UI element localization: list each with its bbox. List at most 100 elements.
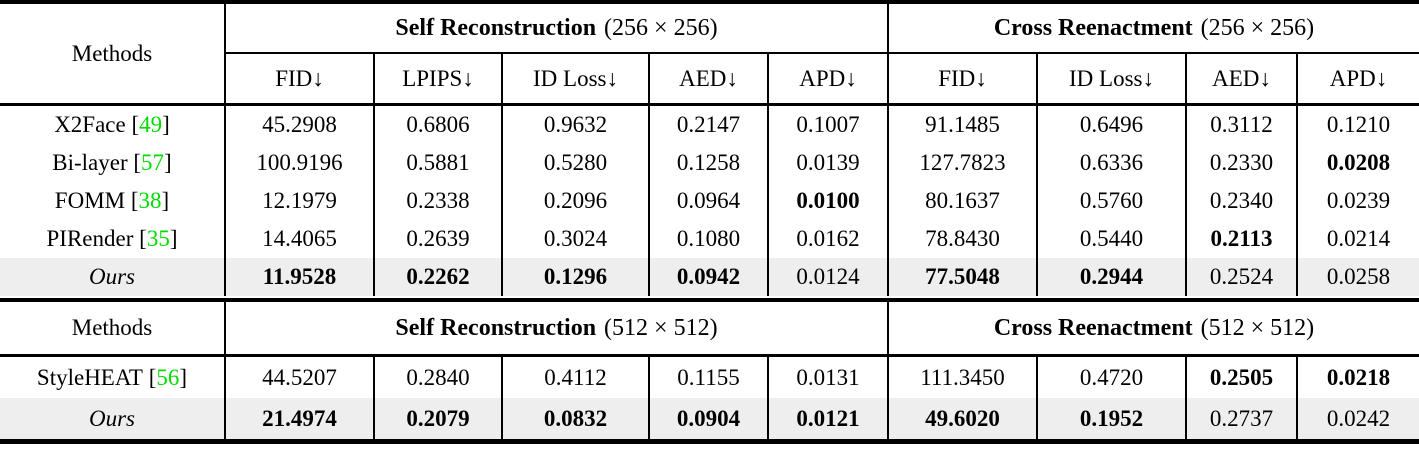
table-cell: 0.2944 bbox=[1036, 258, 1185, 296]
table-cell: 0.0964 bbox=[648, 182, 767, 220]
table-cell: 0.2524 bbox=[1185, 258, 1296, 296]
table-cell: 45.2908 bbox=[224, 106, 373, 144]
metric-header-apd: APD↓ bbox=[767, 54, 887, 103]
table-cell: 0.0832 bbox=[501, 398, 648, 439]
method-name: Bi-layer [57] bbox=[0, 144, 224, 182]
table-cell: 0.0121 bbox=[767, 398, 887, 439]
divider-section bbox=[0, 298, 1419, 302]
section2-body: StyleHEAT [56] 44.5207 0.2840 0.4112 0.1155 0… bbox=[0, 357, 1419, 439]
citation-number: 57 bbox=[141, 150, 165, 175]
section1-body: X2Face [49] 45.2908 0.6806 0.9632 0.2147 0.10… bbox=[0, 106, 1419, 296]
method-label: Ours bbox=[88, 264, 135, 289]
table-cell: 0.1080 bbox=[648, 220, 767, 258]
metric-header-fid: FID↓ bbox=[887, 54, 1036, 103]
group-title: Cross Reenactment bbox=[993, 14, 1193, 41]
group-title: Cross Reenactment bbox=[993, 314, 1193, 341]
method-label: FOMM bbox=[54, 188, 126, 213]
metric-header-aed: AED↓ bbox=[1185, 54, 1296, 103]
group-header-self-reconstruction-512: Self Reconstruction (512 × 512) bbox=[224, 302, 887, 354]
metric-header-aed: AED↓ bbox=[648, 54, 767, 103]
methods-header: Methods bbox=[71, 315, 153, 340]
table-row: Ours 21.4974 0.2079 0.0832 0.0904 0.0121 49.60… bbox=[0, 398, 1419, 439]
table-cell: 0.2840 bbox=[373, 357, 501, 398]
table-cell: 91.1485 bbox=[887, 106, 1036, 144]
metric-header-apd: APD↓ bbox=[1296, 54, 1419, 103]
method-name: FOMM [38] bbox=[0, 182, 224, 220]
table-cell: 0.0242 bbox=[1296, 398, 1419, 439]
table-cell: 0.0208 bbox=[1296, 144, 1419, 182]
table-cell: 0.0139 bbox=[767, 144, 887, 182]
method-label: PIRender bbox=[46, 226, 134, 251]
table-row: Ours 11.9528 0.2262 0.1296 0.0942 0.0124 77.50… bbox=[0, 258, 1419, 296]
table-cell: 0.0131 bbox=[767, 357, 887, 398]
table-cell: 127.7823 bbox=[887, 144, 1036, 182]
table-row: PIRender [35] 14.4065 0.2639 0.3024 0.1080 0.… bbox=[0, 220, 1419, 258]
table-cell: 0.0942 bbox=[648, 258, 767, 296]
table-cell: 0.6806 bbox=[373, 106, 501, 144]
table-cell: 0.2737 bbox=[1185, 398, 1296, 439]
table-row: X2Face [49] 45.2908 0.6806 0.9632 0.2147 0.10… bbox=[0, 106, 1419, 144]
section1-header: Methods Self Reconstruction (256 × 256) … bbox=[0, 4, 1419, 103]
metric-header-lpips: LPIPS↓ bbox=[373, 54, 501, 103]
group-resolution: (256 × 256) bbox=[1200, 14, 1315, 41]
table-cell: 80.1637 bbox=[887, 182, 1036, 220]
method-label: StyleHEAT bbox=[36, 364, 143, 390]
table-cell: 14.4065 bbox=[224, 220, 373, 258]
table-cell: 0.5440 bbox=[1036, 220, 1185, 258]
table-cell: 0.0100 bbox=[767, 182, 887, 220]
table-cell: 0.2147 bbox=[648, 106, 767, 144]
table-cell: 0.0218 bbox=[1296, 357, 1419, 398]
table-cell: 111.3450 bbox=[887, 357, 1036, 398]
method-name: StyleHEAT [56] bbox=[0, 357, 224, 398]
table-row: Bi-layer [57] 100.9196 0.5881 0.5280 0.1258 0… bbox=[0, 144, 1419, 182]
table-cell: 0.1952 bbox=[1036, 398, 1185, 439]
group-resolution: (512 × 512) bbox=[604, 314, 718, 341]
citation: [56] bbox=[142, 364, 188, 390]
methods-header: Methods bbox=[71, 40, 153, 66]
table-cell: 44.5207 bbox=[224, 357, 373, 398]
table-cell: 0.2079 bbox=[373, 398, 501, 439]
metric-header-id-loss: ID Loss↓ bbox=[1036, 54, 1185, 103]
table-cell: 11.9528 bbox=[224, 258, 373, 296]
table-cell: 0.2505 bbox=[1185, 357, 1296, 398]
group-title: Self Reconstruction bbox=[395, 314, 597, 341]
table-cell: 0.2639 bbox=[373, 220, 501, 258]
table-cell: 0.1296 bbox=[501, 258, 648, 296]
table-cell: 0.2113 bbox=[1185, 220, 1296, 258]
table-cell: 77.5048 bbox=[887, 258, 1036, 296]
group-title: Self Reconstruction bbox=[395, 14, 597, 41]
table-cell: 21.4974 bbox=[224, 398, 373, 439]
table-row: FOMM [38] 12.1979 0.2338 0.2096 0.0964 0.0100… bbox=[0, 182, 1419, 220]
divider-top bbox=[0, 0, 1419, 4]
group-header-self-reconstruction-256: Self Reconstruction (256 × 256) bbox=[224, 4, 887, 54]
citation-number: 38 bbox=[138, 188, 162, 213]
table-cell: 0.0239 bbox=[1296, 182, 1419, 220]
method-name: Ours bbox=[0, 398, 224, 439]
method-label: Bi-layer bbox=[52, 150, 128, 175]
citation: [49] bbox=[125, 112, 170, 137]
table-cell: 0.0214 bbox=[1296, 220, 1419, 258]
divider-bottom bbox=[0, 439, 1419, 444]
table-cell: 0.5881 bbox=[373, 144, 501, 182]
table-cell: 0.1007 bbox=[767, 106, 887, 144]
metric-header-id-loss: ID Loss↓ bbox=[501, 54, 648, 103]
table-cell: 0.0124 bbox=[767, 258, 887, 296]
method-name: PIRender [35] bbox=[0, 220, 224, 258]
group-header-cross-reenactment-256: Cross Reenactment (256 × 256) bbox=[887, 4, 1419, 54]
table-cell: 0.5280 bbox=[501, 144, 648, 182]
table-cell: 100.9196 bbox=[224, 144, 373, 182]
table-cell: 0.3112 bbox=[1185, 106, 1296, 144]
table-cell: 0.2340 bbox=[1185, 182, 1296, 220]
table-row: StyleHEAT [56] 44.5207 0.2840 0.4112 0.1155 0… bbox=[0, 357, 1419, 398]
table-cell: 0.0904 bbox=[648, 398, 767, 439]
table-cell: 0.4720 bbox=[1036, 357, 1185, 398]
method-name: Ours bbox=[0, 258, 224, 296]
group-resolution: (256 × 256) bbox=[604, 14, 718, 41]
table-cell: 0.9632 bbox=[501, 106, 648, 144]
table-cell: 0.1258 bbox=[648, 144, 767, 182]
table-cell: 0.6496 bbox=[1036, 106, 1185, 144]
table-cell: 49.6020 bbox=[887, 398, 1036, 439]
method-label: X2Face bbox=[54, 112, 126, 137]
table-cell: 0.2330 bbox=[1185, 144, 1296, 182]
